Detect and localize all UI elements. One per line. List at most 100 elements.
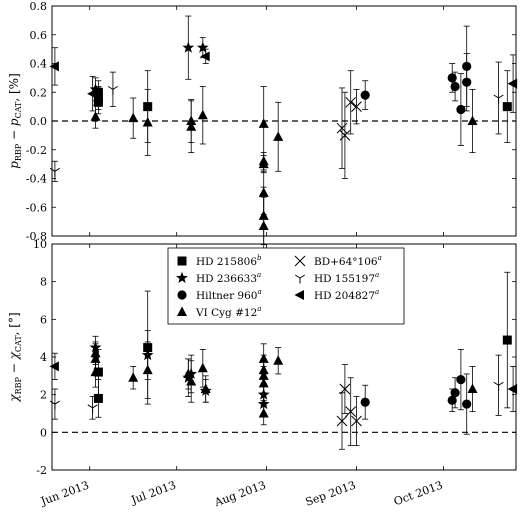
data-point-circle — [450, 388, 460, 398]
legend-label-superscript: a — [378, 254, 382, 262]
y-axis-label-part: χ — [7, 394, 21, 403]
data-point-triangle — [273, 131, 284, 141]
data-point-circle — [360, 397, 370, 407]
y-tick-label: 8 — [40, 276, 47, 289]
y-tick-label: -2 — [36, 464, 47, 477]
data-point-x — [336, 122, 348, 134]
y-tick-label: 0.4 — [30, 58, 48, 71]
data-point-square — [93, 367, 103, 377]
data-point-tri_down — [107, 85, 118, 95]
x-tick-label: Jun 2013 — [38, 479, 90, 509]
data-point-triangle — [258, 220, 269, 230]
legend-marker-circle — [177, 290, 187, 300]
legend-label: BD+64°106a — [314, 254, 382, 268]
data-point-star — [89, 83, 102, 95]
data-point-tri_left — [507, 384, 518, 395]
y-tick-label: 10 — [33, 238, 47, 251]
data-point-triangle — [197, 362, 208, 373]
panel-1: -0.8 -0.6 -0.4 -0.2 0.0 0.2 0.4 0.6 0.8 pRBP − pC… — [7, 0, 518, 256]
data-point-triangle — [258, 118, 269, 128]
data-point-circle — [450, 81, 460, 92]
legend-marker-x — [294, 255, 306, 267]
data-point-circle — [447, 395, 457, 405]
data-point-circle — [462, 77, 472, 87]
legend-label: HD 204827a — [314, 288, 379, 302]
data-point-x — [345, 96, 357, 108]
y-tick-label: 0.6 — [30, 29, 48, 42]
y-axis-label-part: − p — [7, 118, 21, 144]
legend-label-superscript: a — [257, 288, 261, 296]
y-axis-label-part: CAT — [14, 335, 23, 352]
legend-label-superscript: b — [257, 254, 262, 262]
data-point-triangle — [467, 115, 478, 125]
y-tick-label: -0.8 — [26, 230, 47, 243]
plot-frame — [51, 243, 517, 471]
y-tick-label: 0.0 — [30, 115, 48, 128]
data-point-tri_down — [493, 381, 504, 391]
data-point-x — [339, 130, 351, 141]
y-axis-label: χRBP − χCAT, [°] — [7, 312, 23, 402]
legend-label-superscript: a — [257, 305, 261, 313]
y-axis-label: pRBP − pCAT, [%] — [7, 73, 23, 169]
data-point-star — [196, 41, 209, 53]
data-point-square — [93, 393, 103, 403]
data-point-triangle — [90, 366, 101, 377]
data-point-tri_left — [49, 61, 59, 72]
data-point-tri_down — [493, 94, 504, 104]
data-point-circle — [456, 375, 466, 385]
y-tick-label: 2 — [40, 389, 47, 402]
y-axis-label-part: RBP — [14, 376, 23, 394]
legend-marker-square — [177, 256, 187, 266]
data-point-x — [336, 415, 348, 427]
data-point-circle — [456, 104, 466, 115]
data-point-triangle — [200, 383, 211, 394]
legend-label: HD 155197a — [314, 271, 379, 285]
data-point-triangle — [273, 355, 284, 365]
data-point-triangle — [258, 158, 269, 169]
y-axis-label-part: CAT — [14, 101, 23, 118]
y-tick-label: 4 — [40, 351, 47, 364]
data-point-triangle — [142, 116, 153, 127]
data-point-triangle — [258, 377, 269, 388]
y-tick-label: 0 — [40, 426, 47, 439]
y-tick-label: -0.6 — [26, 201, 47, 214]
data-point-tri_left — [507, 78, 518, 89]
plot-frame — [51, 5, 517, 237]
data-point-tri_left — [49, 361, 59, 372]
y-tick-label: -0.2 — [26, 144, 47, 157]
data-point-tri_left — [200, 51, 210, 62]
legend-marker-triangle — [177, 306, 187, 316]
data-point-circle — [462, 399, 472, 409]
y-tick-label: 0.8 — [30, 0, 48, 13]
data-point-triangle — [128, 372, 139, 382]
x-tick-label: Sep 2013 — [304, 479, 358, 509]
data-point-tri_left — [87, 88, 97, 99]
data-point-x — [351, 415, 362, 427]
data-point-square — [502, 102, 512, 112]
data-point-square — [93, 97, 103, 107]
legend-label-superscript: a — [257, 271, 261, 279]
data-point-square — [502, 335, 512, 345]
legend-label: HD 215806b — [196, 254, 262, 268]
legend-box — [167, 247, 405, 325]
y-axis-label-part: RBP — [14, 143, 23, 161]
x-tick-label: Oct 2013 — [392, 479, 444, 509]
legend: HD 215806b BD+64°106a HD 236633a HD 155197a… — [167, 247, 405, 325]
panel-2: -2 0 2 4 6 8 10 Jun 2013 Jul 2013 Aug 2013 Sep 201… — [7, 238, 518, 509]
y-axis-label-part: , [%] — [7, 73, 21, 101]
y-tick-label: -0.4 — [26, 173, 47, 186]
data-point-x — [339, 383, 351, 395]
y-axis-label-part: p — [7, 161, 21, 169]
y-axis-label-part: − χ — [7, 351, 21, 377]
y-tick-label: 6 — [40, 313, 47, 326]
data-point-x — [345, 406, 357, 417]
data-point-triangle — [128, 112, 139, 123]
data-point-triangle — [258, 408, 269, 418]
data-point-tri_down — [87, 404, 98, 414]
legend-marker-star — [176, 271, 188, 284]
legend-marker-tri_left — [294, 290, 304, 300]
legend-label: Hiltner 960a — [196, 288, 262, 302]
y-axis-label-part: , [°] — [7, 312, 21, 335]
legend-label-superscript: a — [375, 288, 379, 296]
